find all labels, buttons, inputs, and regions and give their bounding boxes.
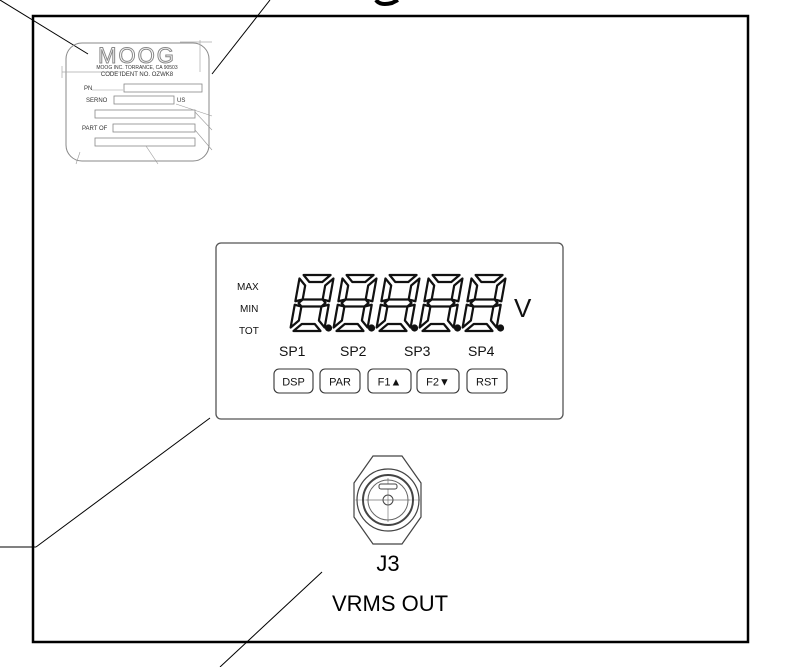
digit-segment-a	[431, 273, 461, 284]
display-digit	[332, 273, 378, 333]
nameplate-blank-field-2	[94, 137, 196, 147]
display-digit	[289, 273, 335, 333]
nameplate-serno-label: SERNO	[86, 98, 108, 104]
digit-segment-c	[403, 303, 416, 329]
decimal-point	[453, 324, 462, 332]
leader-line-meter	[35, 417, 211, 548]
nameplate-logo: MOOG	[98, 43, 176, 68]
display-digit	[418, 273, 464, 333]
heading-fragment	[374, 0, 399, 6]
setpoint-sp2: SP2	[340, 343, 367, 359]
decimal-point	[324, 324, 333, 332]
digit-segment-e	[418, 303, 432, 329]
nameplate-code-ident: CODE IDENT NO. OZWK8	[101, 72, 174, 78]
nameplate-company: MOOG INC. TORRANCE, CA 90503	[96, 65, 177, 71]
digit-segment-d	[292, 322, 322, 333]
connector-ring-2	[362, 474, 414, 526]
indicator-tot: TOT	[239, 326, 259, 337]
nameplate: MOOG MOOG INC. TORRANCE, CA 90503 CODE I…	[61, 40, 213, 165]
setpoint-sp4: SP4	[468, 343, 495, 359]
digit-segment-g	[469, 298, 499, 308]
rst-button[interactable]: RST	[466, 368, 508, 394]
nameplate-us-label: US	[177, 98, 185, 104]
leader-line-nameplate-right	[211, 0, 271, 75]
nameplate-callout-line	[145, 145, 159, 165]
display-digit	[375, 273, 421, 333]
connector-bayonet-slot	[378, 483, 398, 490]
digit-segment-c	[446, 303, 459, 329]
digit-segment-c	[317, 303, 330, 329]
par-button[interactable]: PAR	[319, 368, 361, 394]
decimal-point	[367, 324, 376, 332]
f2-down-button[interactable]: F2▼	[416, 368, 460, 394]
dsp-button-frame	[273, 368, 314, 394]
panel-meter: MAX MIN TOT V SP1 SP2 SP3 SP4 DSP PAR F1…	[215, 242, 564, 420]
nameplate-serno-field	[113, 95, 175, 105]
nameplate-outline	[65, 42, 210, 162]
rst-button-frame	[466, 368, 508, 394]
nameplate-callout-line	[75, 151, 81, 165]
nameplate-callout-line	[175, 103, 213, 117]
digit-segment-a	[474, 273, 504, 284]
leader-line-connector	[219, 571, 323, 667]
setpoint-sp3: SP3	[404, 343, 431, 359]
rst-button-label: RST	[476, 377, 498, 389]
digit-segment-c	[360, 303, 373, 329]
bnc-connector	[353, 455, 422, 545]
indicator-min: MIN	[240, 304, 258, 315]
f1-up-button[interactable]: F1▲	[367, 368, 412, 394]
setpoint-sp1: SP1	[279, 343, 306, 359]
panel-outline	[31, 14, 750, 644]
nameplate-blank-field-1	[94, 109, 196, 119]
connector-id-label: J3	[376, 551, 399, 576]
digit-segment-e	[332, 303, 346, 329]
dsp-button-label: DSP	[282, 377, 305, 389]
indicator-max: MAX	[237, 282, 259, 293]
nameplate-pn-label: PN	[84, 86, 92, 92]
connector-name-label: VRMS OUT	[332, 591, 448, 616]
dsp-button[interactable]: DSP	[273, 368, 314, 394]
nameplate-callout-line	[194, 129, 213, 151]
digit-segment-d	[464, 322, 494, 333]
digit-segment-a	[302, 273, 332, 284]
nameplate-part-of-field	[112, 123, 196, 133]
f2-down-button-label: F2▼	[426, 377, 450, 389]
digit-segment-e	[375, 303, 389, 329]
digit-segment-a	[388, 273, 418, 284]
f2-down-button-frame	[416, 368, 460, 394]
leader-line-nameplate-left	[0, 0, 89, 55]
f1-up-button-label: F1▲	[378, 377, 402, 389]
nameplate-callout-line	[194, 111, 213, 131]
nameplate-pn-field	[123, 83, 203, 93]
digit-segment-d	[421, 322, 451, 333]
decimal-point	[496, 324, 505, 332]
digit-segment-a	[345, 273, 375, 284]
digit-segment-d	[335, 322, 365, 333]
digit-segment-g	[426, 298, 456, 308]
par-button-label: PAR	[329, 377, 351, 389]
unit-label: V	[514, 293, 532, 323]
digit-display	[289, 273, 507, 333]
digit-segment-e	[289, 303, 303, 329]
connector-outer-ring	[356, 468, 420, 532]
digit-segment-c	[489, 303, 502, 329]
digit-segment-g	[340, 298, 370, 308]
digit-segment-d	[378, 322, 408, 333]
digit-segment-e	[461, 303, 475, 329]
digit-segment-g	[383, 298, 413, 308]
nameplate-part-of-label: PART OF	[82, 126, 108, 132]
par-button-frame	[319, 368, 361, 394]
digit-segment-g	[297, 298, 327, 308]
display-digit	[461, 273, 507, 333]
f1-up-button-frame	[367, 368, 412, 394]
decimal-point	[410, 324, 419, 332]
